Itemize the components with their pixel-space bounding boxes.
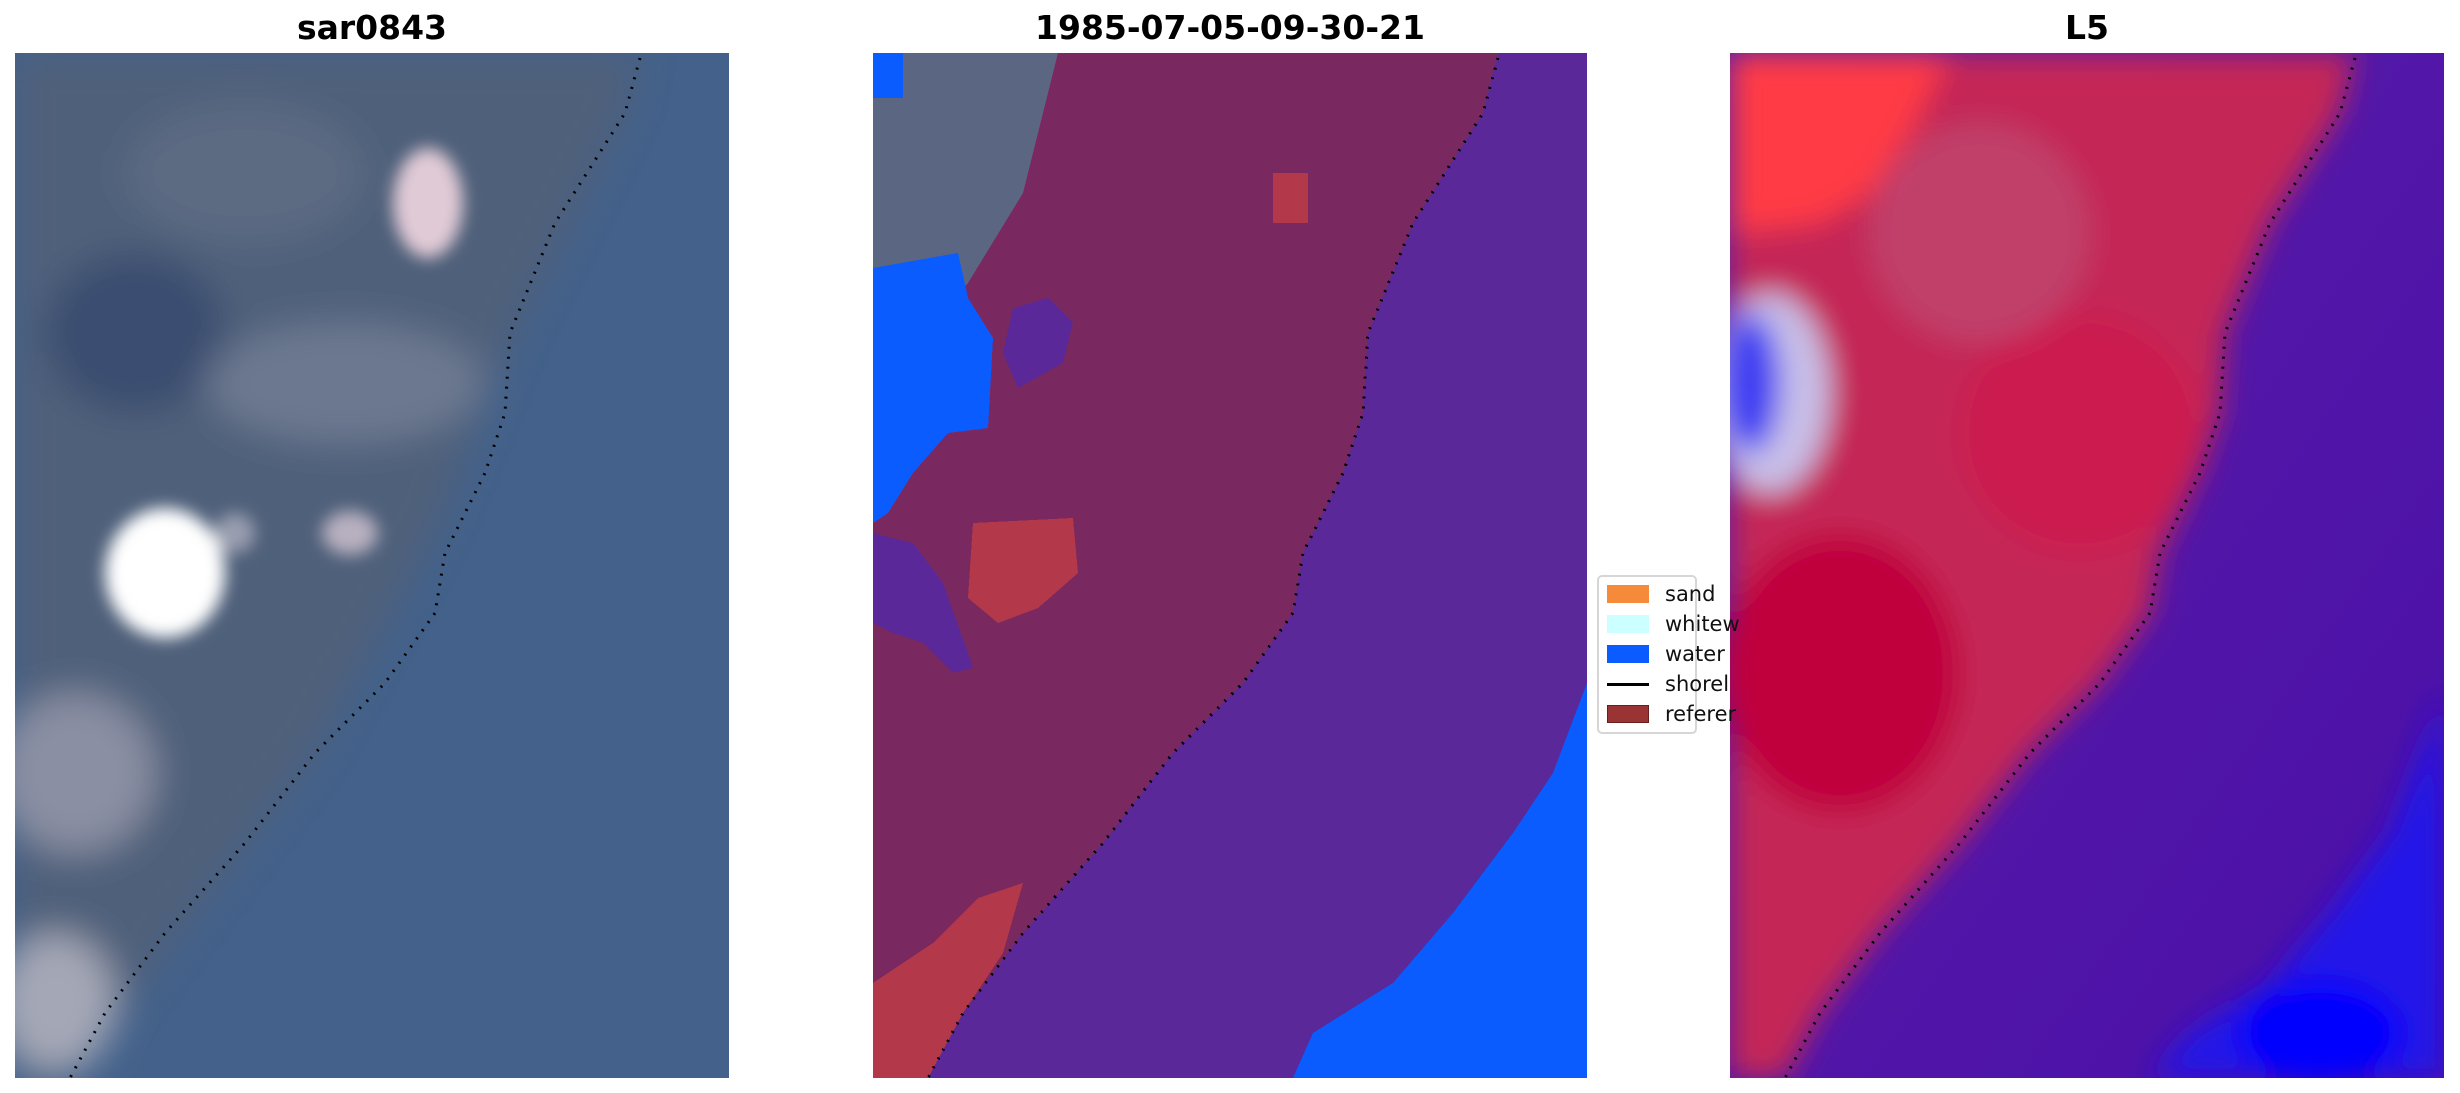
reference-swatch (1607, 705, 1649, 723)
classified-image-panel (873, 53, 1587, 1078)
legend-label: shorel (1665, 672, 1730, 696)
legend-item-whitewater: whitew (1607, 609, 1740, 639)
panel-title-index: L5 (2065, 8, 2109, 47)
panel-title-rgb: sar0843 (296, 8, 448, 47)
shoreline-line-swatch (1607, 682, 1649, 686)
legend-item-reference: referer (1607, 699, 1736, 729)
rgb-image-panel (15, 53, 729, 1078)
legend-item-water: water (1607, 639, 1725, 669)
legend-label: sand (1665, 582, 1716, 606)
legend-label: referer (1665, 702, 1737, 726)
panel-title-classified: 1985-07-05-09-30-21 (1035, 8, 1425, 47)
index-image-panel (1730, 53, 2444, 1078)
legend-item-shoreline: shorel (1607, 669, 1729, 699)
legend-label: whitew (1665, 612, 1740, 636)
sand-swatch (1607, 585, 1649, 603)
legend-item-sand: sand (1607, 579, 1715, 609)
water-swatch (1607, 645, 1649, 663)
legend-label: water (1665, 642, 1725, 666)
legend: sand whitew water shorel referer (1597, 575, 1740, 734)
whitewater-swatch (1607, 615, 1649, 633)
